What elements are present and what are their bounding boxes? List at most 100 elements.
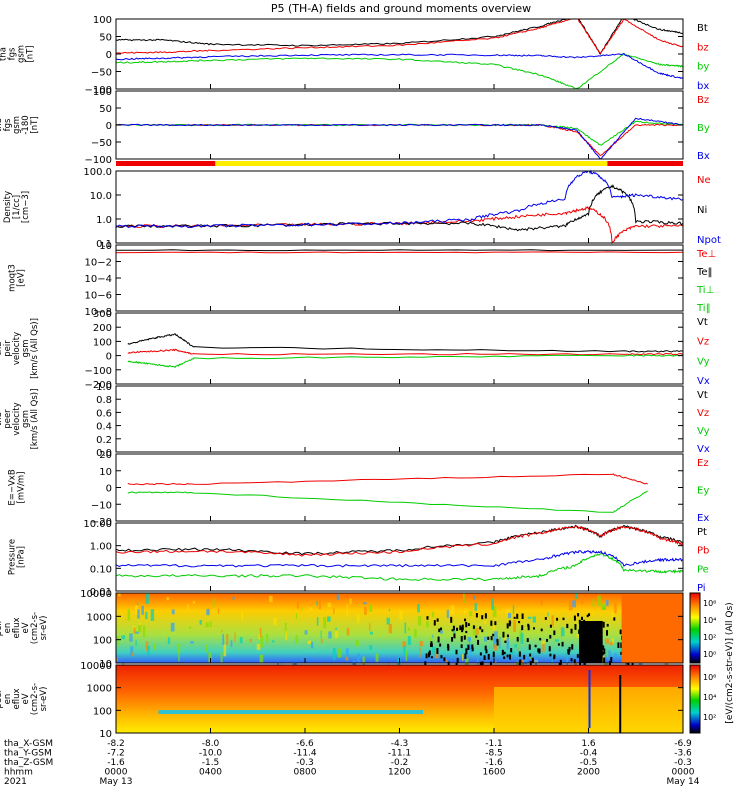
y-axis-label-line: tha xyxy=(0,342,4,356)
y-axis-label-line: en xyxy=(3,694,13,705)
y-tick-label: 1000 xyxy=(87,684,112,695)
spectrogram-speckle xyxy=(230,640,233,647)
y-tick-label: −100 xyxy=(85,155,112,166)
spectrogram-speckle xyxy=(130,646,134,656)
series-line xyxy=(115,552,683,582)
spectrogram-speckle xyxy=(269,595,273,603)
y-tick-label: 0.0 xyxy=(96,448,112,459)
spectrogram-speckle xyxy=(508,620,511,627)
y-tick-label: 20 xyxy=(99,450,112,461)
spectrogram-speckle xyxy=(309,607,313,611)
series-line xyxy=(127,354,684,369)
spectrogram-speckle xyxy=(280,662,282,666)
y-axis-label: moqt3 [eV] xyxy=(8,264,27,292)
spectrogram-speckle xyxy=(551,659,553,664)
colorbar-tick-label: 10⁴ xyxy=(703,616,716,625)
y-tick-label: 1.00 xyxy=(90,542,112,553)
spectrogram-speckle xyxy=(461,654,464,661)
series-line xyxy=(127,490,648,513)
y-tick-label: 10−4 xyxy=(85,274,112,285)
spectrogram-speckle xyxy=(477,639,480,645)
legend-label: Vx xyxy=(697,376,710,387)
y-axis-label-line: Density xyxy=(3,191,13,223)
spectrogram-speckle xyxy=(549,634,552,639)
y-tick-label: −100 xyxy=(85,366,112,377)
spectrogram-speckle xyxy=(570,658,573,662)
y-tick-label: 10 xyxy=(99,241,112,252)
y-axis-label-line: E=−VxB xyxy=(8,469,18,505)
spectrogram-speckle xyxy=(568,646,571,652)
spectrogram-speckle xyxy=(562,617,565,621)
spectrogram-speckle xyxy=(424,661,427,667)
spectrogram-speckle xyxy=(403,646,406,656)
spectrogram-speckle xyxy=(296,601,300,609)
colorbar-tick-label: 10² xyxy=(703,633,716,642)
spectrogram-speckle xyxy=(532,616,536,623)
spectrogram-speckle xyxy=(506,634,509,638)
x-tick-value: -0.4 xyxy=(580,749,598,759)
spectrogram-speckle xyxy=(273,617,277,626)
spectrogram-speckle xyxy=(465,621,468,628)
spectrogram-speckle xyxy=(579,621,603,663)
spectrogram-speckle xyxy=(205,644,208,652)
legend-label: Pb xyxy=(697,546,709,557)
plot-title: P5 (TH-A) fields and ground moments over… xyxy=(271,2,531,15)
spectrogram-speckle xyxy=(259,654,264,664)
spectrogram-speckle xyxy=(241,612,243,622)
spectrogram-speckle xyxy=(467,623,470,626)
y-axis-label: E=−VxB [mV/m] xyxy=(8,469,27,505)
legend-label: Te‖ xyxy=(696,267,713,278)
spectrogram-speckle xyxy=(514,644,518,648)
y-tick-label: 50 xyxy=(99,33,112,44)
legend-label: Npot xyxy=(697,235,721,246)
spectrogram-speckle xyxy=(479,652,482,656)
spectrogram-speckle xyxy=(572,600,577,608)
spectrogram-speckle xyxy=(472,625,477,636)
spectrogram-speckle xyxy=(549,653,552,657)
x-tick-value: May 13 xyxy=(100,777,133,787)
spectrogram-speckle xyxy=(501,649,504,656)
y-tick-label: −50 xyxy=(91,68,112,79)
spectrogram-speckle xyxy=(503,656,506,660)
spectrogram-speckle xyxy=(540,628,543,632)
series-line xyxy=(115,120,684,146)
legend-label: Vy xyxy=(697,356,710,367)
spectrogram-speckle xyxy=(327,616,331,622)
legend-label: Vx xyxy=(697,444,710,455)
spectrogram-speckle xyxy=(438,628,441,633)
spectrogram-speckle xyxy=(484,645,487,651)
spectrogram-speckle xyxy=(516,636,519,642)
spectrogram-speckle xyxy=(226,634,229,646)
spectrogram-speckle xyxy=(619,629,622,635)
spectrogram-speckle xyxy=(369,623,371,631)
spectrogram-speckle xyxy=(190,641,194,644)
spectrogram-speckle xyxy=(407,635,411,645)
spectrogram-speckle xyxy=(301,607,303,611)
spectrogram-speckle xyxy=(551,615,554,627)
spectrogram-speckle xyxy=(223,644,227,657)
spectrogram-speckle xyxy=(316,617,319,626)
x-tick-value: -0.3 xyxy=(674,758,692,768)
y-tick-label: 0.4 xyxy=(96,422,112,433)
spectrogram-speckle xyxy=(527,625,530,631)
spectrogram-speckle xyxy=(527,616,532,619)
y-axis-label-line: [1/cc] xyxy=(12,195,22,219)
panel-frame xyxy=(115,170,684,244)
spectrogram-speckle xyxy=(356,614,360,624)
spectrogram-speckle xyxy=(209,621,212,628)
spectrogram-speckle xyxy=(141,605,145,615)
y-axis-label-line: eV xyxy=(21,693,31,704)
spectrogram-speckle xyxy=(234,632,236,643)
spectrogram-speckle xyxy=(177,643,181,653)
spectrogram-speckle xyxy=(576,654,579,658)
spectrogram-speckle xyxy=(334,630,339,638)
x-tick-value: 1200 xyxy=(388,768,411,778)
y-axis-label-line: eflux xyxy=(12,688,22,709)
spectrogram-speckle xyxy=(135,639,137,647)
spectrogram-speckle xyxy=(607,650,611,660)
x-tick-value: -6.6 xyxy=(296,739,314,749)
legend-label: Vt xyxy=(697,317,708,328)
spectrogram-speckle xyxy=(259,627,262,638)
legend-label: Ni xyxy=(697,205,707,216)
spectrogram-speckle xyxy=(610,657,613,663)
